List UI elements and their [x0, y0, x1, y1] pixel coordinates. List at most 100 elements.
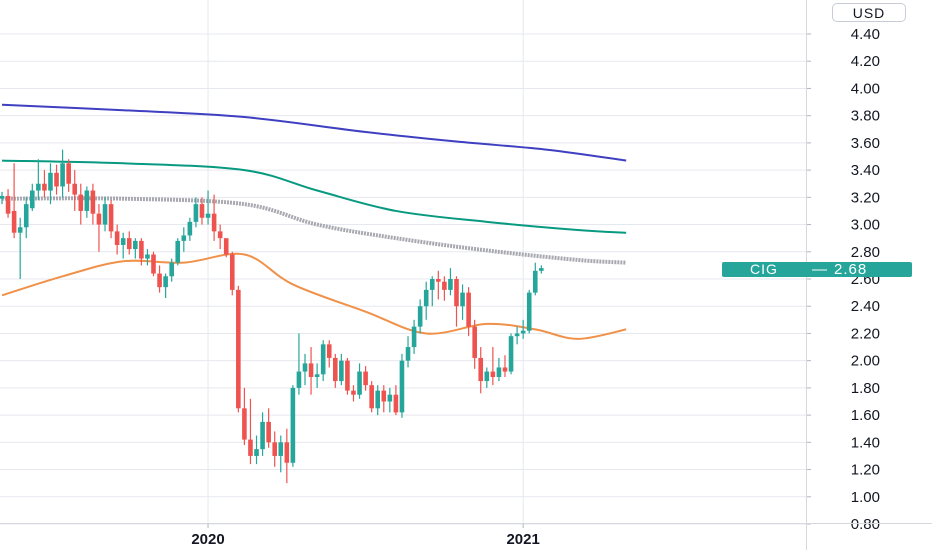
price-tick-label: 3.40: [851, 162, 880, 179]
candle: [490, 347, 496, 386]
candle: [278, 435, 284, 473]
candle-body: [48, 172, 53, 191]
candle: [151, 251, 156, 277]
candle-body: [411, 326, 417, 348]
candle-body: [539, 268, 544, 271]
candle: [539, 265, 544, 274]
candle: [532, 262, 538, 296]
candle: [72, 170, 78, 211]
moving-average-1: [1, 103, 627, 162]
candle-body: [284, 442, 290, 463]
candle-body: [78, 194, 84, 211]
candle: [60, 149, 65, 198]
candle-body: [320, 344, 326, 375]
candle-body: [387, 394, 393, 402]
candle-body: [199, 204, 205, 218]
candle-body: [399, 360, 405, 413]
candle-body: [102, 204, 108, 225]
price-tick-label: 4.20: [851, 53, 880, 70]
candle-body: [72, 183, 78, 195]
candle: [296, 333, 302, 395]
candle-body: [454, 279, 459, 307]
price-tick-label: 3.80: [851, 108, 880, 125]
candle-body: [157, 273, 162, 288]
candle: [266, 408, 271, 448]
candle: [417, 299, 423, 334]
candle: [139, 238, 144, 266]
candle: [5, 189, 11, 218]
candle: [272, 431, 277, 467]
candle-body: [11, 210, 17, 233]
candle: [199, 197, 205, 225]
candle: [520, 319, 526, 339]
candle-body: [333, 357, 338, 382]
candle: [236, 285, 241, 413]
candle-body: [169, 262, 174, 277]
candle-body: [496, 367, 502, 377]
candle: [345, 357, 350, 395]
candle-body: [302, 363, 308, 372]
candle: [217, 224, 223, 250]
candle-body: [532, 270, 538, 293]
candle: [78, 183, 84, 225]
candle-body: [223, 238, 229, 255]
price-tick-label: 2.80: [851, 244, 880, 261]
candle: [260, 412, 265, 456]
candle-body: [211, 213, 217, 232]
last-price-value: 2.68: [834, 261, 868, 278]
candle: [17, 217, 23, 279]
candle-body: [490, 371, 496, 377]
candle-body: [236, 289, 241, 409]
price-tick-label: 1.60: [851, 407, 880, 424]
price-tick-label: 4.40: [851, 26, 880, 43]
candle: [205, 190, 211, 225]
candle-body: [36, 183, 41, 191]
symbol-label: CIG: [722, 262, 806, 277]
candle: [478, 347, 484, 394]
currency-badge[interactable]: USD: [832, 3, 906, 22]
candle: [90, 183, 96, 225]
candle-body: [375, 390, 381, 409]
candle: [302, 353, 308, 386]
price-tick-label: 3.20: [851, 189, 880, 206]
candle-body: [405, 347, 411, 361]
moving-averages: [1, 103, 627, 340]
candle-body: [17, 227, 23, 233]
candle: [502, 355, 508, 377]
candle-body: [217, 231, 223, 239]
candle-body: [508, 336, 514, 372]
candle: [436, 270, 441, 300]
candle: [387, 387, 393, 413]
candle-body: [0, 195, 5, 199]
candle: [102, 197, 108, 232]
candle: [108, 200, 114, 239]
candle-body: [339, 360, 344, 382]
candle: [381, 385, 387, 413]
price-tick-label: 0.80: [851, 516, 880, 533]
candle-body: [526, 292, 532, 331]
candle: [48, 163, 53, 205]
candle-body: [393, 394, 399, 413]
candle-body: [60, 163, 65, 187]
candle: [248, 398, 253, 465]
candle: [30, 183, 35, 211]
candle: [351, 385, 356, 402]
last-price-label: — 2.68: [806, 262, 912, 277]
candle: [54, 164, 59, 195]
candle: [375, 385, 381, 416]
candle-body: [272, 442, 277, 456]
candle: [96, 204, 102, 252]
price-tick-label: 3.00: [851, 217, 880, 234]
candle: [223, 238, 229, 258]
candle-body: [163, 276, 168, 288]
candle: [169, 258, 174, 282]
candle: [429, 276, 435, 307]
candle: [314, 363, 320, 388]
candle: [357, 363, 362, 399]
moving-average-3: [1, 196, 627, 265]
time-axis[interactable]: 2020 2021: [0, 523, 932, 548]
grid-lines: [0, 0, 806, 525]
candle-body: [314, 374, 320, 377]
candle-body: [139, 240, 144, 259]
